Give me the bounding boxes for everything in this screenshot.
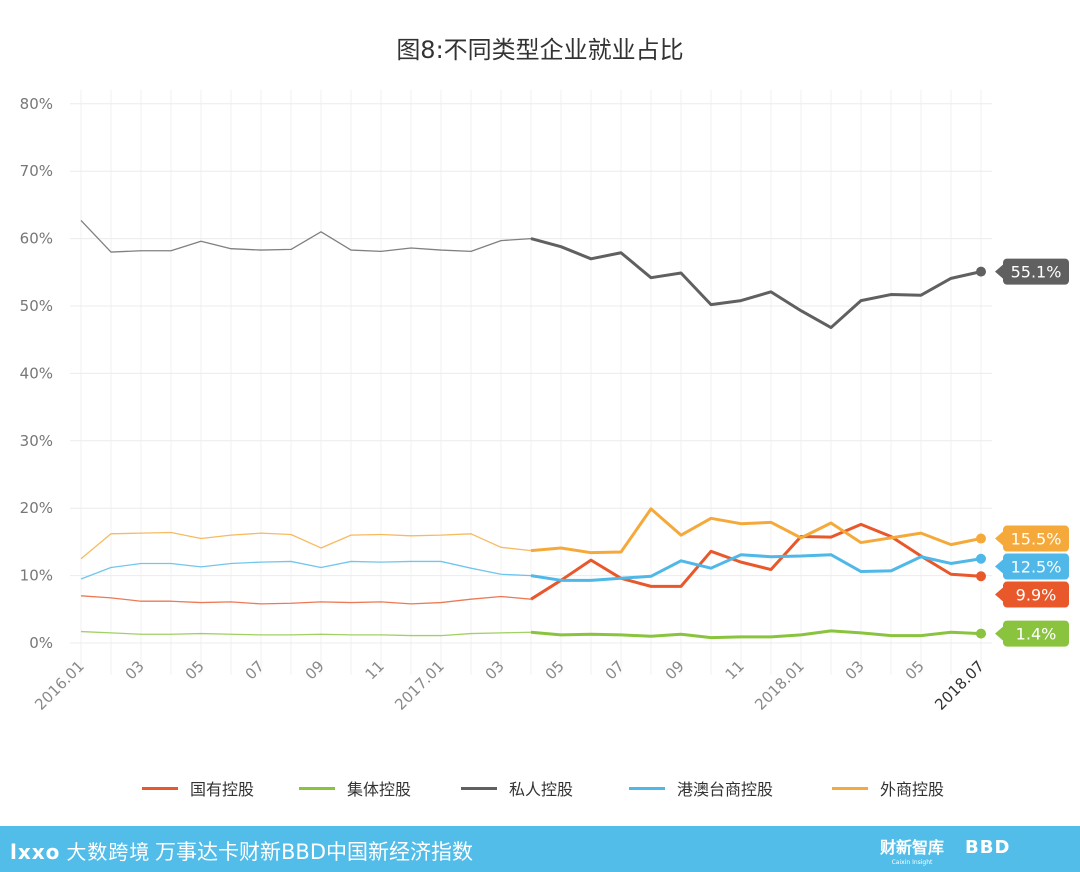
end-label-pointer — [995, 264, 1003, 279]
end-label-text: 55.1% — [1011, 263, 1062, 282]
series-line-history — [80, 560, 532, 580]
y-tick-label: 80% — [20, 95, 53, 113]
chart-title: 图8:不同类型企业就业占比 — [396, 36, 684, 64]
series-line-recent — [530, 507, 982, 555]
series-外商控股 — [80, 507, 986, 560]
series-line-recent — [530, 522, 982, 601]
legend-item-state-owned[interactable]: 国有控股 — [142, 776, 254, 800]
series-line-history — [80, 595, 532, 605]
footer-title: 万事达卡财新BBD中国新经济指数 — [155, 840, 473, 864]
legend-item-collective[interactable]: 集体控股 — [299, 776, 411, 800]
y-tick-label: 0% — [29, 634, 53, 652]
legend: 国有控股 集体控股 私人控股 港澳台商控股 外商控股 — [0, 776, 1080, 802]
x-tick-label: 11 — [362, 657, 388, 683]
x-tick-label: 09 — [302, 657, 328, 683]
footer-logo-mark: lxxo — [10, 840, 61, 864]
x-tick-label: 07 — [242, 657, 268, 683]
series-line-history — [80, 630, 532, 637]
series-end-point — [976, 571, 986, 582]
footer-logo-left-text: 大数跨境 — [66, 840, 151, 864]
x-tick-label: 09 — [662, 657, 688, 683]
x-tick-label: 2016.01 — [31, 657, 88, 714]
x-tick-label: 05 — [542, 657, 568, 683]
series-end-point — [976, 628, 986, 639]
end-value-label: 9.9% — [995, 581, 1069, 608]
footer-banner: lxxo 大数跨境 万事达卡财新BBD中国新经济指数 财新智库 Caixin In… — [0, 826, 1080, 872]
end-label-text: 9.9% — [1016, 586, 1057, 605]
bbd-logo: BBD — [965, 837, 1011, 858]
series-港澳台商控股 — [80, 553, 986, 582]
footer-logo-left: lxxo 大数跨境 — [10, 836, 150, 865]
grid — [70, 90, 992, 675]
legend-item-foreign[interactable]: 外商控股 — [832, 776, 944, 800]
legend-label: 外商控股 — [880, 780, 945, 799]
legend-label: 集体控股 — [347, 780, 412, 799]
y-tick-label: 10% — [20, 567, 53, 585]
y-tick-label: 30% — [20, 432, 53, 450]
x-tick-label: 2018.07 — [931, 657, 988, 714]
end-label-box — [1003, 620, 1069, 647]
series-line-recent — [530, 553, 982, 582]
series-end-point — [976, 553, 986, 564]
legend-swatch — [832, 786, 868, 790]
y-tick-label: 50% — [20, 297, 53, 315]
end-value-label: 55.1% — [995, 258, 1069, 285]
legend-swatch — [461, 786, 497, 790]
caixin-insight-logo: 财新智库 Caixin Insight — [880, 834, 944, 866]
x-tick-label: 03 — [842, 657, 868, 683]
legend-label: 私人控股 — [509, 780, 574, 799]
end-label-text: 1.4% — [1016, 625, 1057, 644]
end-label-pointer — [995, 587, 1003, 602]
end-label-box — [1003, 525, 1069, 552]
y-tick-label: 20% — [20, 499, 53, 517]
end-label-pointer — [995, 559, 1003, 574]
x-tick-label: 11 — [722, 657, 748, 683]
series-国有控股 — [80, 522, 986, 605]
x-tick-label: 2018.01 — [751, 657, 808, 714]
x-tick-label: 05 — [182, 657, 208, 683]
x-tick-label: 05 — [902, 657, 928, 683]
end-label-text: 15.5% — [1011, 530, 1062, 549]
series-私人控股 — [80, 219, 986, 330]
series-end-point — [976, 533, 986, 544]
legend-label: 港澳台商控股 — [677, 780, 774, 799]
end-label-pointer — [995, 531, 1003, 546]
legend-swatch — [629, 786, 665, 790]
end-value-label: 12.5% — [995, 553, 1069, 580]
legend-swatch — [299, 786, 335, 790]
end-labels: 55.1% 15.5% 12.5% 9.9% 1.4% — [995, 258, 1069, 647]
y-tick-label: 40% — [20, 364, 53, 382]
end-label-pointer — [995, 626, 1003, 641]
caixin-insight-sub: Caixin Insight — [891, 859, 933, 866]
legend-swatch — [142, 786, 178, 790]
x-tick-label: 03 — [482, 657, 508, 683]
end-label-text: 12.5% — [1011, 558, 1062, 577]
series-end-point — [976, 266, 986, 277]
x-tick-label: 2017.01 — [391, 657, 448, 714]
caixin-insight-text: 财新智库 — [880, 838, 945, 857]
series-line-history — [80, 531, 532, 560]
series-lines — [80, 219, 986, 640]
end-label-box — [1003, 553, 1069, 580]
y-axis: 80% 70% 60% 50% 40% 30% 20% 10% 0% — [20, 95, 53, 652]
y-tick-label: 60% — [20, 230, 53, 248]
x-tick-label: 07 — [602, 657, 628, 683]
series-line-recent — [530, 237, 982, 330]
series-line-recent — [530, 629, 982, 640]
legend-item-private[interactable]: 私人控股 — [461, 776, 573, 800]
end-label-box — [1003, 258, 1069, 285]
series-line-history — [80, 219, 532, 253]
x-axis: 2016.01 03 05 07 09 11 2017.01 03 05 07 09 11 2018.0… — [31, 657, 988, 714]
y-tick-label: 70% — [20, 162, 53, 180]
end-value-label: 15.5% — [995, 525, 1069, 552]
legend-label: 国有控股 — [190, 780, 255, 799]
x-tick-label: 03 — [122, 657, 148, 683]
end-value-label: 1.4% — [995, 620, 1069, 647]
end-label-box — [1003, 581, 1069, 608]
legend-item-hk-macau-taiwan[interactable]: 港澳台商控股 — [629, 776, 773, 800]
series-集体控股 — [80, 628, 986, 640]
line-chart: 80% 70% 60% 50% 40% 30% 20% 10% 0% 2016.01 03 05 07… — [20, 90, 1069, 714]
